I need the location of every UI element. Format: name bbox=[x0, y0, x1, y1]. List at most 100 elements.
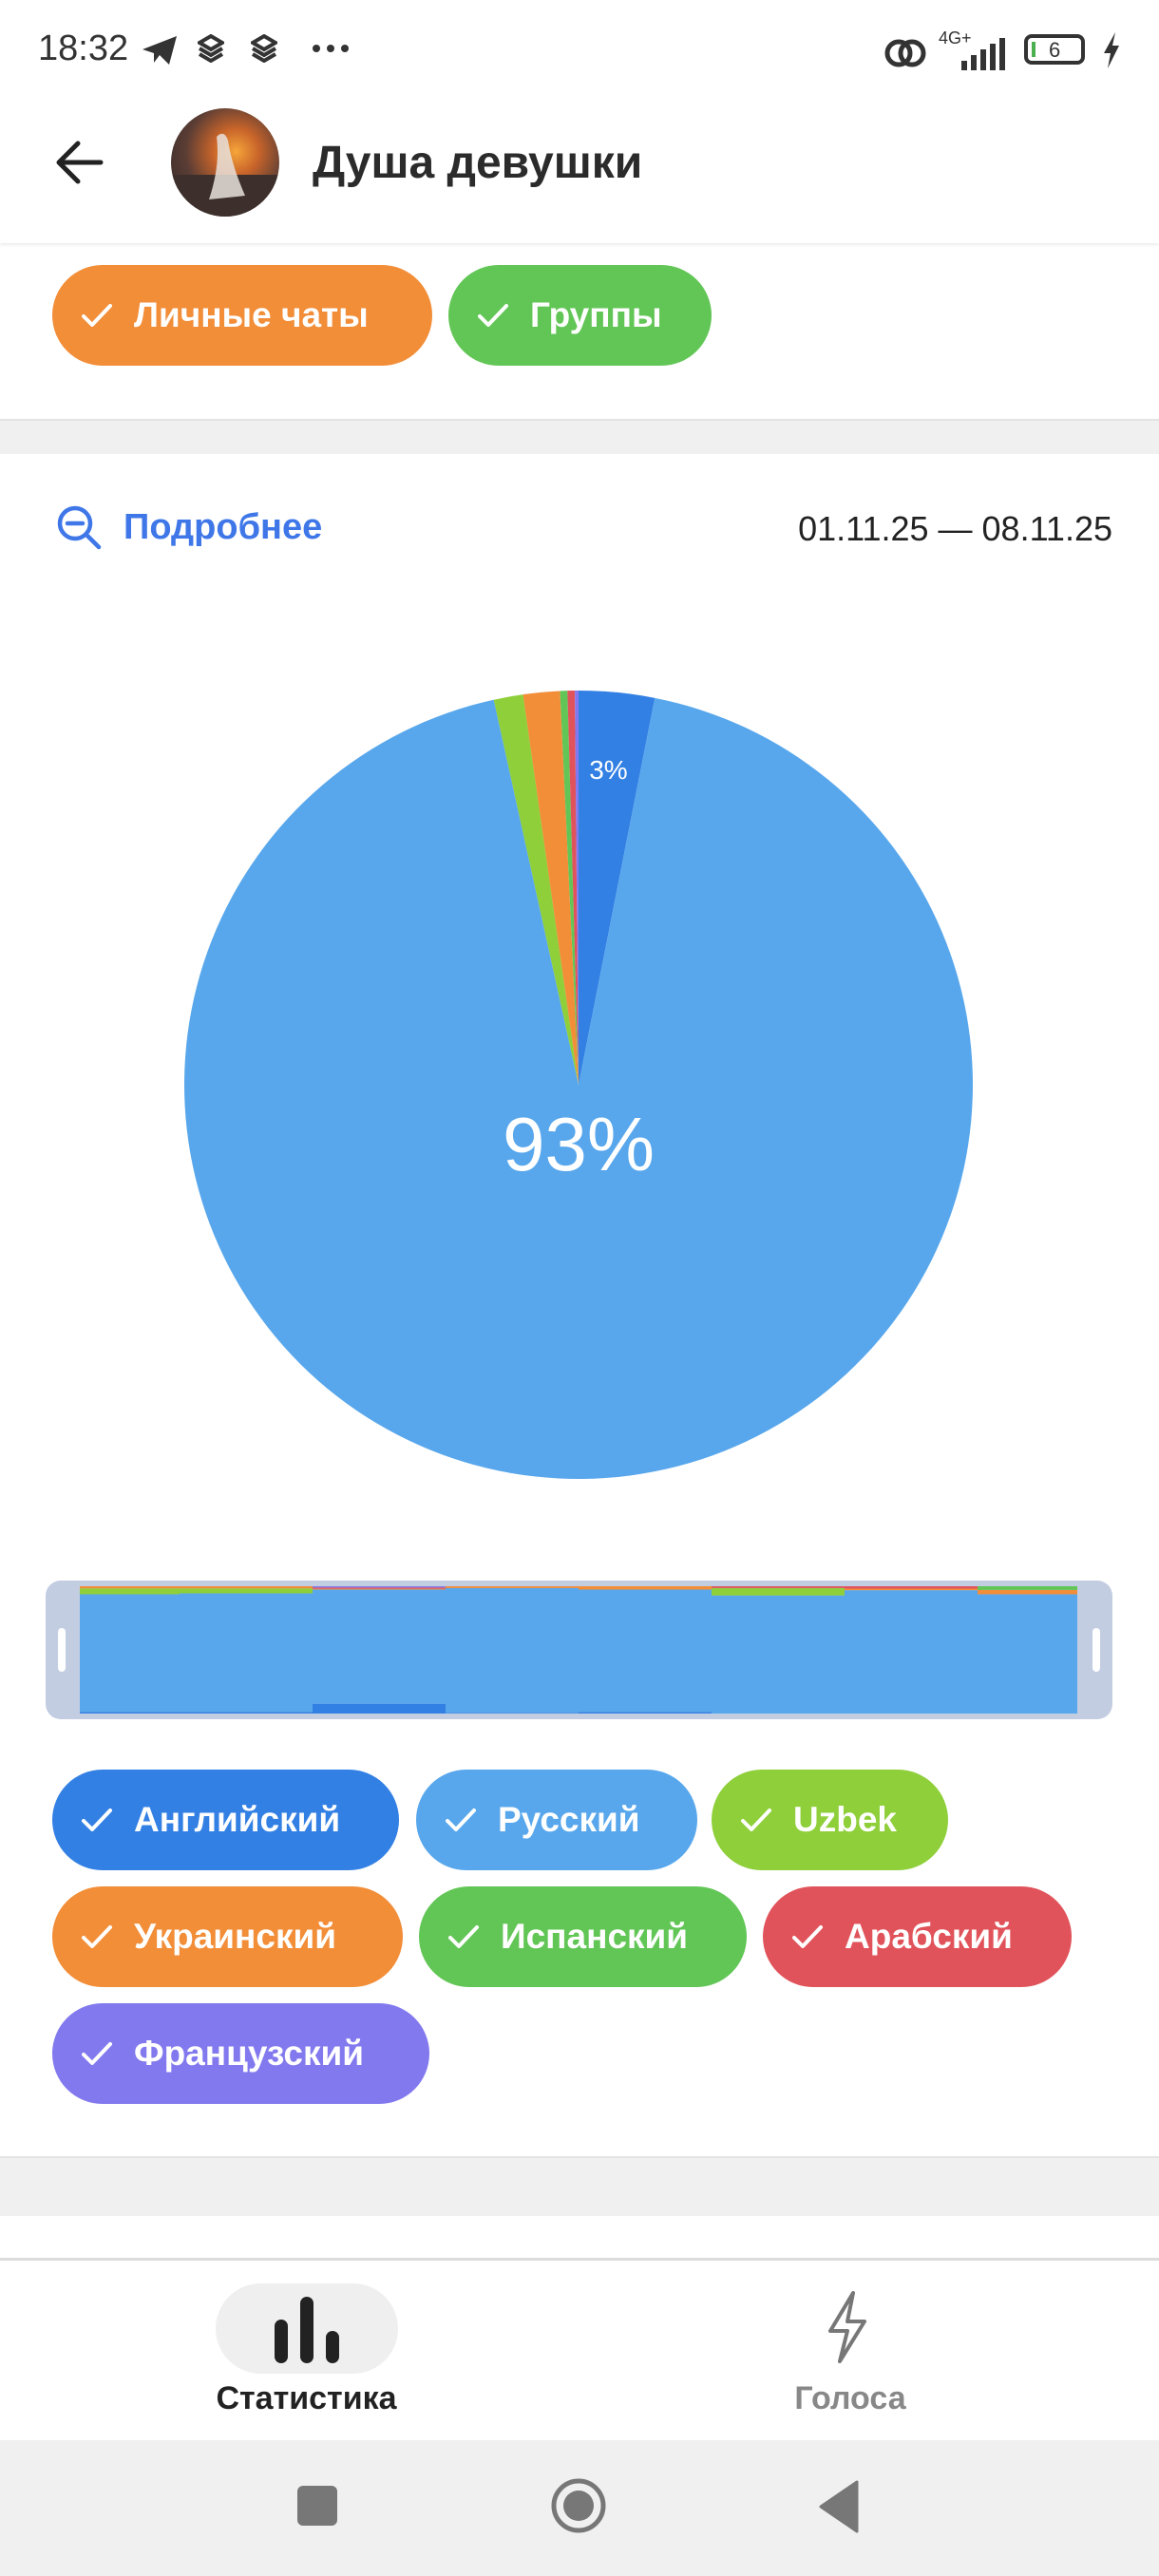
signal-icon bbox=[961, 38, 1005, 70]
chip-label: Группы bbox=[530, 295, 662, 334]
overview-segment bbox=[313, 1588, 446, 1590]
nav-label: Статистика bbox=[216, 2380, 397, 2416]
overview-segment bbox=[313, 1703, 446, 1714]
overview-segment bbox=[579, 1712, 712, 1714]
chip-label: Личные чаты bbox=[134, 295, 369, 334]
bottom-navigation: Статистика Голоса bbox=[0, 2258, 1159, 2443]
overview-segment bbox=[978, 1594, 1077, 1714]
avatar[interactable] bbox=[171, 108, 279, 217]
range-handle-right[interactable] bbox=[1092, 1628, 1100, 1672]
overview-segment bbox=[180, 1712, 313, 1714]
page-title: Душа девушки bbox=[313, 138, 643, 188]
overview-segment bbox=[446, 1713, 579, 1714]
check-icon bbox=[82, 304, 112, 327]
telegram-icon bbox=[142, 36, 177, 65]
legend-label: Арабский bbox=[845, 1917, 1013, 1956]
legend-chip[interactable]: Uzbek bbox=[712, 1770, 948, 1870]
language-pie-chart: 3% 93% bbox=[184, 691, 973, 1479]
home-button[interactable] bbox=[549, 2476, 608, 2535]
legend-chip[interactable]: Арабский bbox=[763, 1886, 1072, 1987]
check-icon bbox=[82, 1925, 112, 1948]
legend-chip[interactable]: Английский bbox=[52, 1770, 399, 1870]
overview-segment bbox=[80, 1586, 180, 1589]
overview-segment bbox=[712, 1586, 845, 1588]
legend-label: Русский bbox=[498, 1800, 640, 1839]
layers-icon bbox=[251, 34, 277, 63]
legend-chip[interactable]: Испанский bbox=[419, 1886, 747, 1987]
overview-segment bbox=[313, 1586, 446, 1588]
overview-segment bbox=[313, 1589, 446, 1704]
overview-segment bbox=[180, 1586, 313, 1589]
pie-slice-1[interactable] bbox=[184, 697, 973, 1479]
legend-label: Испанский bbox=[501, 1917, 689, 1956]
details-label: Подробнее bbox=[124, 506, 323, 547]
section-divider bbox=[0, 2156, 1159, 2216]
legend-chip[interactable]: Русский bbox=[416, 1770, 697, 1870]
lightning-icon bbox=[828, 2291, 866, 2363]
range-selector[interactable] bbox=[46, 1581, 1112, 1719]
legend-chip[interactable]: Украинский bbox=[52, 1886, 403, 1987]
system-navigation-bar bbox=[0, 2440, 1159, 2576]
pie-slice-5[interactable] bbox=[567, 691, 579, 1085]
pie-slice-6[interactable] bbox=[575, 691, 579, 1085]
legend-label: Uzbek bbox=[793, 1800, 897, 1839]
status-bar: 18:32 4G+ 6 bbox=[0, 0, 1159, 95]
more-notifications-icon bbox=[313, 45, 349, 52]
legend-chip[interactable]: Французский bbox=[52, 2003, 429, 2104]
overview-chart bbox=[80, 1586, 1077, 1714]
overview-segment bbox=[712, 1587, 845, 1596]
filter-chip-groups[interactable]: Группы bbox=[448, 265, 712, 366]
nav-tab-statistics[interactable]: Статистика bbox=[0, 2261, 580, 2443]
arrow-left-icon[interactable] bbox=[53, 139, 106, 186]
layers-icon bbox=[198, 34, 224, 63]
overview-segment bbox=[446, 1586, 579, 1588]
pie-data-label: 93% bbox=[503, 1102, 655, 1186]
overview-segment bbox=[313, 1587, 446, 1589]
check-icon bbox=[82, 1809, 112, 1831]
pie-slice-0[interactable] bbox=[579, 691, 656, 1085]
overview-segment bbox=[180, 1588, 313, 1594]
pie-slice-4[interactable] bbox=[560, 691, 579, 1085]
link-icon bbox=[884, 39, 926, 67]
filter-chip-private-chats[interactable]: Личные чаты bbox=[52, 265, 432, 366]
check-icon bbox=[792, 1925, 823, 1948]
nav-tab-voices[interactable]: Голоса bbox=[580, 2261, 1159, 2443]
check-icon bbox=[448, 1925, 479, 1948]
overview-segment bbox=[180, 1593, 313, 1713]
check-icon bbox=[446, 1809, 476, 1831]
overview-segment bbox=[978, 1589, 1077, 1595]
check-icon bbox=[741, 1809, 771, 1831]
check-icon bbox=[478, 304, 508, 327]
overview-segment bbox=[978, 1586, 1077, 1590]
zoom-out-icon bbox=[57, 505, 102, 550]
charging-icon bbox=[1104, 32, 1119, 68]
status-time: 18:32 bbox=[38, 28, 129, 68]
overview-segment bbox=[80, 1588, 180, 1595]
overview-segment bbox=[845, 1590, 978, 1714]
overview-segment bbox=[845, 1586, 978, 1589]
pie-data-label: 3% bbox=[589, 755, 627, 785]
details-toggle[interactable]: Подробнее bbox=[55, 503, 322, 551]
legend-label: Английский bbox=[134, 1800, 341, 1839]
overview-segment bbox=[712, 1595, 845, 1714]
recents-button[interactable] bbox=[297, 2486, 337, 2526]
pie-slice-3[interactable] bbox=[522, 691, 579, 1085]
overview-segment bbox=[845, 1588, 978, 1591]
nav-label: Голоса bbox=[794, 2380, 906, 2416]
range-handle-left[interactable] bbox=[58, 1628, 66, 1672]
app-header: Душа девушки bbox=[0, 95, 1159, 243]
battery-level: 6 bbox=[1049, 38, 1061, 62]
overview-segment bbox=[446, 1587, 579, 1714]
overview-segment bbox=[80, 1712, 180, 1714]
network-type: 4G+ bbox=[939, 28, 972, 47]
section-divider bbox=[0, 419, 1159, 454]
check-icon bbox=[82, 2042, 112, 2065]
back-button[interactable] bbox=[815, 2480, 863, 2533]
overview-segment bbox=[579, 1589, 712, 1713]
pie-slice-2[interactable] bbox=[493, 694, 579, 1085]
legend-label: Французский bbox=[134, 2034, 364, 2073]
date-range[interactable]: 01.11.25 — 08.11.25 bbox=[798, 509, 1112, 548]
overview-segment bbox=[80, 1594, 180, 1713]
overview-segment bbox=[579, 1586, 712, 1590]
legend-label: Украинский bbox=[134, 1917, 336, 1956]
